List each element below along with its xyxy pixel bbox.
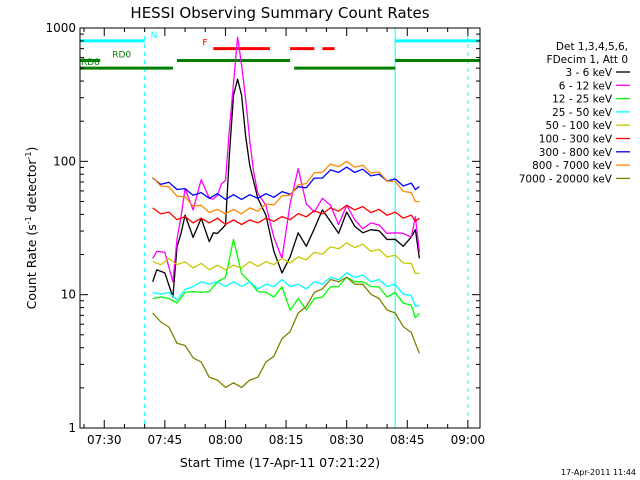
series-line-8 xyxy=(152,276,421,389)
y-axis-label-mid: detector xyxy=(24,159,39,217)
legend: Det 1,3,4,5,6, FDecim 1, Att 0 3 - 6 keV… xyxy=(519,41,630,185)
y-tick-label-3: 1000 xyxy=(45,21,76,35)
series-line-2 xyxy=(152,238,420,319)
y-axis-label-sup2: -1 xyxy=(24,152,33,160)
flag-label-rd0: RD0 xyxy=(112,51,131,61)
y-axis-label-main: Count Rate (s xyxy=(24,224,39,309)
legend-label-4: 50 - 100 keV xyxy=(545,120,612,132)
x-axis-label: Start Time (17-Apr-11 07:21:22) xyxy=(180,455,380,470)
x-tick-label-3: 08:15 xyxy=(269,433,304,447)
x-tick-label-0: 07:30 xyxy=(87,433,122,447)
series-line-5 xyxy=(152,204,420,226)
axis-ticks: 07:30 07:45 08:00 08:15 08:30 08:45 09:00 1 10 10… xyxy=(45,21,485,447)
legend-label-8: 7000 - 20000 keV xyxy=(519,173,613,185)
legend-header-line-2: FDecim 1, Att 0 xyxy=(547,54,628,66)
plot-layer: N F RD0 RD8 xyxy=(79,28,480,428)
x-tick-label-6: 09:00 xyxy=(451,433,486,447)
series-line-3 xyxy=(152,272,420,308)
x-tick-label-1: 07:45 xyxy=(148,433,183,447)
plot-frame xyxy=(79,27,481,429)
series-line-0 xyxy=(152,78,421,298)
series-line-4 xyxy=(152,242,420,275)
legend-header-line-1: Det 1,3,4,5,6, xyxy=(556,41,628,53)
legend-label-6: 300 - 800 keV xyxy=(539,147,613,159)
flag-label-f: F xyxy=(202,39,207,49)
legend-label-7: 800 - 7000 keV xyxy=(532,160,613,172)
x-tick-label-5: 08:45 xyxy=(390,433,425,447)
y-tick-label-0: 1 xyxy=(68,421,76,435)
y-tick-label-2: 100 xyxy=(53,154,76,168)
flag-label-rd8: RD8 xyxy=(81,58,100,68)
legend-label-1: 6 - 12 keV xyxy=(559,80,613,92)
x-tick-label-2: 08:00 xyxy=(208,433,243,447)
legend-label-3: 25 - 50 keV xyxy=(552,107,613,119)
legend-label-5: 100 - 300 keV xyxy=(539,134,613,146)
series-line-7 xyxy=(152,160,420,215)
legend-label-2: 12 - 25 keV xyxy=(552,94,613,106)
timestamp: 17-Apr-2011 11:44 xyxy=(561,468,636,477)
x-tick-label-4: 08:30 xyxy=(329,433,364,447)
y-axis-label-sup1: -1 xyxy=(24,216,33,224)
flag-label-n: N xyxy=(151,31,158,41)
y-tick-label-1: 10 xyxy=(61,288,76,302)
y-axis-label: Count Rate (s-1 detector-1) xyxy=(24,147,39,310)
y-axis-label-end: ) xyxy=(24,147,39,152)
chart-title: HESSI Observing Summary Count Rates xyxy=(130,4,429,22)
legend-label-0: 3 - 6 keV xyxy=(565,67,612,79)
series-line-1 xyxy=(152,36,421,283)
